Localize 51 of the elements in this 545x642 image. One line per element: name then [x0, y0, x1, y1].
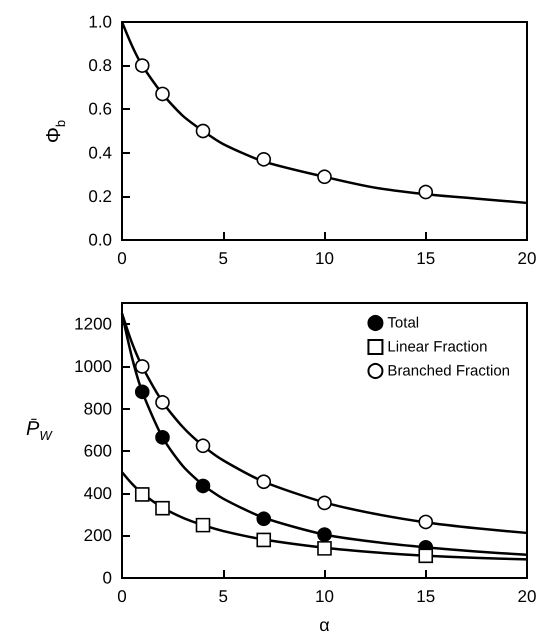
x-tick-label: 10: [315, 587, 334, 606]
x-tick-label: 10: [315, 249, 334, 268]
point: [256, 532, 272, 548]
y-tick-label: 200: [84, 526, 112, 546]
point: [155, 430, 170, 445]
x-axis-title: α: [319, 615, 330, 635]
y-tick-label: 400: [84, 484, 112, 503]
y-tick-label: 1000: [74, 356, 112, 376]
x-tick-label: 20: [518, 249, 536, 268]
point: [256, 474, 272, 490]
x-tick-label: 20: [518, 587, 536, 606]
y-tick-label: 0: [102, 568, 112, 588]
point: [134, 359, 150, 374]
legend-label: Linear Fraction: [387, 338, 488, 356]
point: [196, 478, 210, 494]
point: [317, 527, 332, 542]
y-tick-label: 800: [84, 399, 112, 418]
x-tick-label: 0: [117, 249, 127, 268]
y-tick-label: 0.4: [88, 143, 112, 162]
x-tick-label: 0: [117, 587, 127, 606]
y-tick-label: 0.8: [88, 56, 112, 76]
point: [155, 86, 170, 102]
x-tick-label: 5: [218, 249, 228, 268]
x-tick-label: 5: [218, 587, 228, 606]
point: [256, 152, 272, 167]
y-tick-label: 0.2: [88, 186, 112, 206]
y-axis-title: P̄$_{W}$: [26, 418, 52, 443]
y-tick-label: 1200: [74, 314, 112, 334]
x-tick-label: 15: [416, 587, 436, 606]
point: [134, 487, 150, 502]
point: [155, 395, 170, 410]
point: [418, 184, 434, 200]
point: [317, 496, 332, 510]
point: [155, 500, 170, 516]
point: [256, 511, 272, 526]
legend-label: Branched Fraction: [387, 362, 510, 380]
point: [134, 384, 150, 400]
point: [196, 518, 210, 532]
point: [134, 58, 150, 73]
y-tick-label: 0.0: [88, 230, 112, 250]
point: [317, 541, 332, 556]
y-tick-label: 600: [84, 442, 112, 461]
legend-label: Total: [387, 314, 420, 332]
point: [196, 438, 210, 454]
y-tick-label: 0.6: [88, 100, 112, 119]
x-tick-label: 15: [416, 249, 436, 268]
point: [418, 514, 434, 530]
point: [317, 169, 332, 184]
point: [196, 124, 210, 138]
point: [418, 548, 434, 564]
y-tick-label: 1.0: [88, 12, 112, 32]
